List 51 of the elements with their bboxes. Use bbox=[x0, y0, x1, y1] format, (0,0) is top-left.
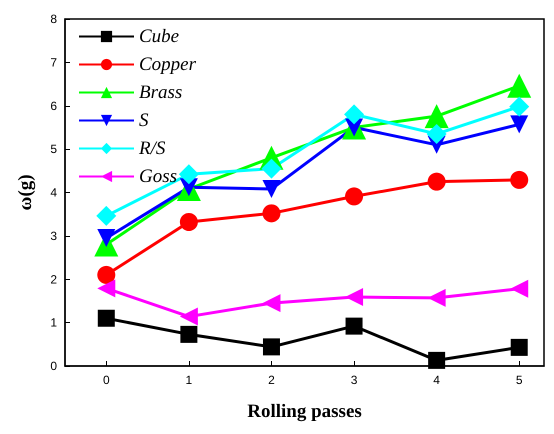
point bbox=[262, 338, 280, 356]
point bbox=[509, 96, 530, 117]
y-tick-label: 3 bbox=[50, 228, 58, 243]
y-tick-label: 8 bbox=[50, 12, 58, 26]
point bbox=[178, 164, 199, 184]
point bbox=[261, 158, 282, 179]
point bbox=[98, 310, 115, 327]
y-tick-label: 5 bbox=[50, 142, 58, 156]
point bbox=[97, 266, 116, 284]
point bbox=[180, 326, 198, 343]
point bbox=[180, 213, 198, 231]
point bbox=[96, 206, 116, 226]
x-tick-label: 4 bbox=[433, 373, 440, 387]
legend-label: Brass bbox=[139, 82, 182, 103]
point bbox=[426, 124, 447, 144]
legend-label: Copper bbox=[139, 54, 197, 75]
point bbox=[97, 229, 116, 248]
point bbox=[346, 318, 363, 335]
x-tick-label: 2 bbox=[268, 373, 276, 387]
y-tick-label: 1 bbox=[50, 316, 58, 330]
point bbox=[97, 279, 116, 298]
x-tick-label: 3 bbox=[350, 373, 358, 387]
point bbox=[428, 352, 446, 369]
point bbox=[344, 104, 364, 124]
y-tick-label: 6 bbox=[50, 98, 58, 113]
point bbox=[507, 74, 532, 98]
x-tick-label: 1 bbox=[186, 373, 193, 387]
x-tick-label: 0 bbox=[102, 373, 110, 387]
y-tick-label: 2 bbox=[50, 272, 58, 286]
point bbox=[424, 104, 449, 128]
x-tick-label: 5 bbox=[516, 373, 523, 387]
point bbox=[345, 187, 364, 206]
point bbox=[180, 308, 198, 326]
point bbox=[510, 170, 528, 189]
point bbox=[262, 180, 280, 198]
legend-label: S bbox=[139, 110, 149, 131]
point bbox=[262, 204, 280, 222]
y-tick-label: 7 bbox=[50, 55, 58, 70]
x-axis-title: Rolling passes bbox=[247, 401, 362, 422]
point bbox=[345, 288, 364, 306]
legend-label: Goss bbox=[139, 166, 178, 187]
point bbox=[510, 280, 528, 298]
point bbox=[428, 172, 446, 191]
y-axis-title: ω(g) bbox=[15, 174, 36, 211]
legend-label: R/S bbox=[138, 138, 166, 159]
y-tick-label: 0 bbox=[50, 359, 58, 373]
point bbox=[510, 115, 528, 134]
legend-label: Cube bbox=[139, 26, 180, 47]
y-tick-label: 4 bbox=[50, 186, 58, 200]
point bbox=[510, 338, 528, 356]
point bbox=[262, 294, 280, 312]
